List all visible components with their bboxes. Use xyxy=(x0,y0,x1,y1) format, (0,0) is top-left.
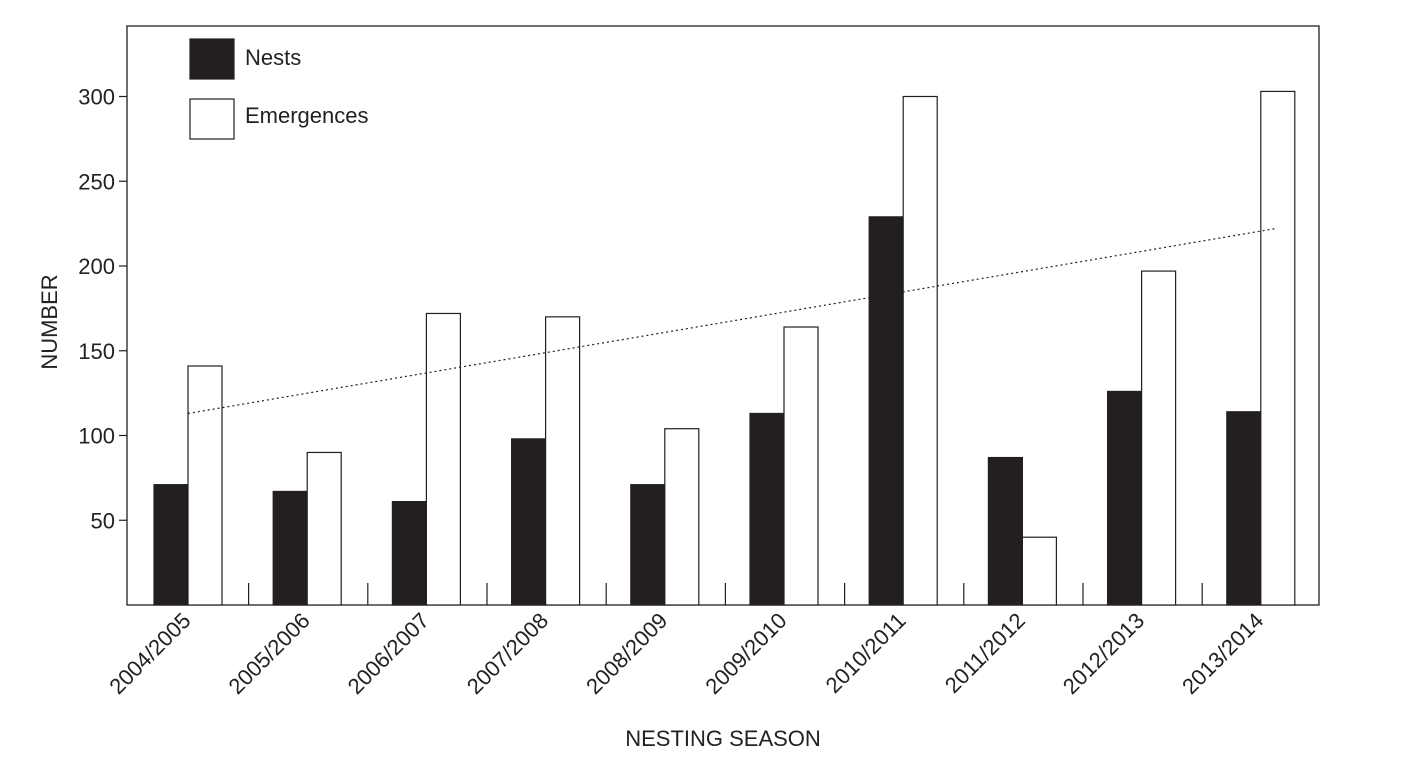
x-tick-label-4: 2008/2009 xyxy=(581,608,672,699)
y-tick-label-0: 50 xyxy=(91,508,115,533)
y-tick-label-2: 150 xyxy=(78,339,115,364)
x-tick-label-7: 2011/2012 xyxy=(940,608,1030,698)
bars-group xyxy=(153,90,1296,606)
bar-nests-2 xyxy=(391,501,427,606)
y-tick-label-3: 200 xyxy=(78,254,115,279)
x-tick-label-5: 2009/2010 xyxy=(700,608,791,699)
y-tick-label-5: 300 xyxy=(78,85,115,110)
bar-nests-8 xyxy=(1106,390,1143,606)
bar-nests-9 xyxy=(1226,411,1262,606)
plot-frame xyxy=(126,25,1320,606)
bar-emergences-4 xyxy=(664,428,700,606)
x-tick-label-3: 2007/2008 xyxy=(462,608,553,699)
bar-emergences-7 xyxy=(1021,536,1058,606)
bar-emergences-9 xyxy=(1260,90,1296,606)
legend-swatch-emergences xyxy=(189,98,235,140)
y-axis: 50 100 150 200 250 300 xyxy=(78,85,127,533)
x-tick-label-0: 2004/2005 xyxy=(104,608,195,699)
bar-nests-7 xyxy=(987,456,1024,606)
x-tick-label-2: 2006/2007 xyxy=(343,608,434,699)
x-tick-label-9: 2013/2014 xyxy=(1177,608,1268,699)
bar-emergences-5 xyxy=(783,326,819,606)
x-tick-label-1: 2005/2006 xyxy=(224,608,315,699)
x-axis: 2004/2005 2005/2006 2006/2007 2007/2008 2008… xyxy=(104,608,1268,699)
x-tick-label-8: 2012/2013 xyxy=(1058,608,1149,699)
bar-emergences-6 xyxy=(902,95,938,606)
y-axis-title: NUMBER xyxy=(37,274,62,369)
bar-nests-1 xyxy=(272,490,308,606)
bar-nests-0 xyxy=(153,484,189,606)
bar-emergences-1 xyxy=(306,451,342,606)
bar-nests-5 xyxy=(749,412,785,606)
bar-emergences-2 xyxy=(425,312,461,606)
x-axis-title: NESTING SEASON xyxy=(625,726,821,751)
legend: Nests Emergences xyxy=(189,38,369,140)
bar-emergences-3 xyxy=(544,316,581,606)
legend-label-nests: Nests xyxy=(245,45,301,70)
trendline xyxy=(187,228,1275,415)
y-tick-label-1: 100 xyxy=(78,424,115,449)
category-separators xyxy=(248,583,1203,605)
bar-nests-6 xyxy=(868,216,904,606)
bar-nests-4 xyxy=(630,484,666,606)
x-tick-label-6: 2010/2011 xyxy=(821,608,911,698)
legend-label-emergences: Emergences xyxy=(245,103,369,128)
bar-nests-3 xyxy=(511,438,547,606)
legend-swatch-nests xyxy=(189,38,235,80)
y-tick-label-4: 250 xyxy=(78,169,115,194)
bar-emergences-0 xyxy=(187,365,223,606)
bar-emergences-8 xyxy=(1140,270,1177,606)
